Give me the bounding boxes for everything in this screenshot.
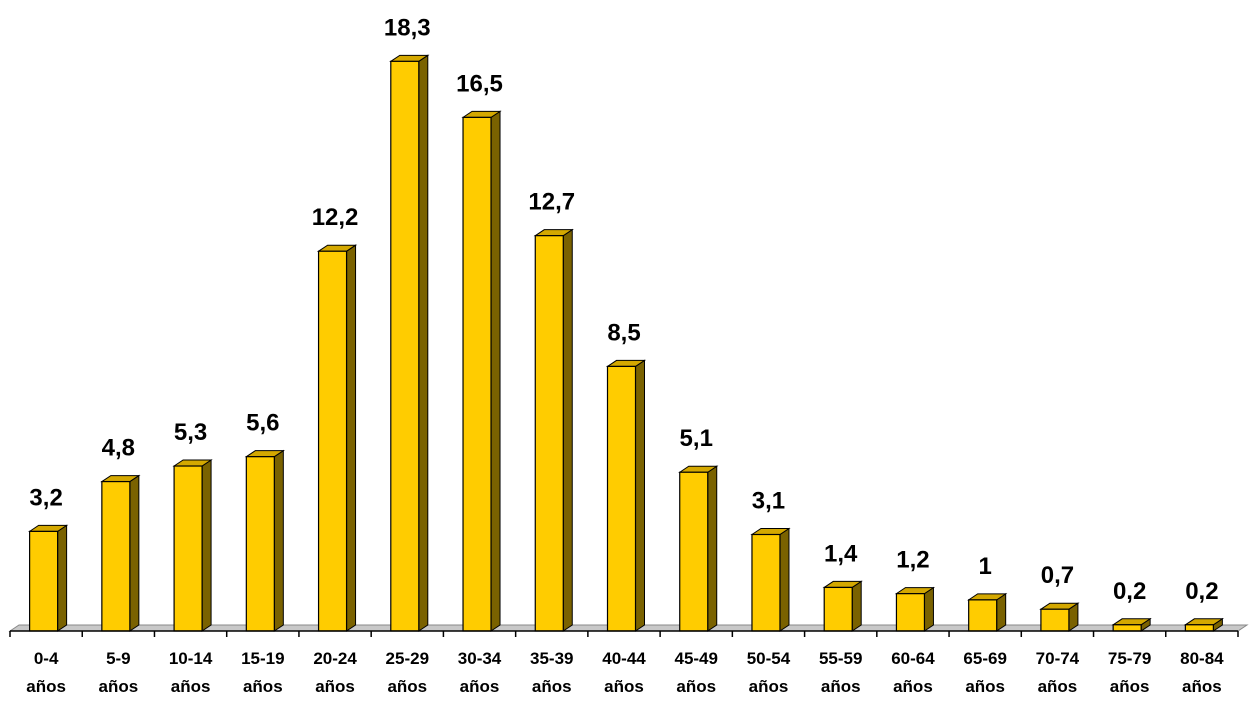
- x-tick-label: años: [749, 677, 789, 696]
- bar-front: [1040, 608, 1070, 632]
- x-tick-label: años: [387, 677, 427, 696]
- bar: [100, 474, 141, 632]
- bar: [894, 586, 936, 632]
- bar-side: [635, 359, 645, 632]
- x-tick-label: años: [243, 677, 283, 696]
- x-tick-label: 40-44: [602, 649, 646, 668]
- x-tick-label: 30-34: [458, 649, 502, 668]
- x-tick-label: 25-29: [386, 649, 429, 668]
- x-tick-label: años: [26, 677, 66, 696]
- bar: [605, 359, 647, 632]
- bar-side: [273, 449, 284, 632]
- data-label: 0,2: [1185, 578, 1218, 605]
- bar: [461, 110, 502, 632]
- x-tick-label: 5-9: [106, 649, 131, 668]
- data-label: 12,7: [528, 189, 575, 216]
- bar: [822, 580, 863, 632]
- data-label: 5,6: [246, 410, 279, 437]
- x-tick-label: años: [604, 677, 644, 696]
- x-tick-label: años: [965, 677, 1005, 696]
- data-label: 4,8: [102, 435, 135, 462]
- data-label: 1,4: [824, 540, 858, 567]
- x-tick-label: años: [821, 677, 861, 696]
- bar-side: [346, 244, 357, 632]
- bar: [389, 54, 430, 632]
- bar: [1111, 617, 1152, 632]
- x-tick-label: años: [676, 677, 716, 696]
- bar-side: [57, 524, 68, 632]
- bar-front: [317, 250, 348, 632]
- bar-side: [707, 465, 718, 632]
- x-tick-label: 35-39: [530, 649, 573, 668]
- x-tick-label: 50-54: [747, 649, 791, 668]
- bar-side: [418, 54, 429, 632]
- data-label: 0,2: [1113, 578, 1146, 605]
- bar: [678, 465, 719, 632]
- bar-front: [245, 456, 275, 632]
- x-tick-label: años: [1110, 677, 1150, 696]
- data-label: 8,5: [607, 319, 640, 346]
- x-tick-label: 55-59: [819, 649, 862, 668]
- bar-side: [490, 110, 501, 632]
- bar: [967, 592, 1008, 632]
- bar-side: [562, 228, 573, 632]
- x-tick-label: años: [460, 677, 500, 696]
- data-label: 3,1: [752, 488, 785, 515]
- bar-side: [923, 586, 934, 632]
- bar: [316, 244, 358, 632]
- x-tick-label: 80-84: [1180, 649, 1224, 668]
- data-label: 16,5: [456, 70, 503, 97]
- bar: [172, 459, 213, 632]
- x-tick-label: años: [532, 677, 572, 696]
- data-label: 3,2: [29, 484, 62, 511]
- bar-front: [462, 116, 492, 632]
- x-tick-label: 0-4: [34, 649, 59, 668]
- bar-side: [201, 459, 212, 632]
- bar-side: [129, 474, 140, 632]
- x-tick-label: años: [171, 677, 211, 696]
- data-label: 5,3: [174, 419, 207, 446]
- bar: [1039, 602, 1080, 632]
- bar: [1183, 617, 1225, 632]
- x-tick-label: años: [1038, 677, 1078, 696]
- bar: [533, 228, 574, 632]
- x-tick-label: años: [1182, 677, 1222, 696]
- bar-front: [895, 593, 926, 632]
- bar-front: [173, 465, 203, 632]
- data-label: 1: [978, 553, 991, 580]
- bar: [27, 524, 69, 632]
- bar-front: [823, 586, 853, 632]
- x-tick-label: 20-24: [313, 649, 357, 668]
- data-label: 0,7: [1041, 562, 1074, 589]
- data-label: 12,2: [312, 204, 359, 231]
- x-tick-label: 70-74: [1036, 649, 1080, 668]
- x-tick-label: 45-49: [674, 649, 717, 668]
- bar-front: [390, 60, 420, 632]
- bar-front: [606, 365, 637, 632]
- bar-front: [679, 471, 709, 632]
- bar-front: [1184, 624, 1214, 632]
- x-tick-label: años: [99, 677, 139, 696]
- data-label: 18,3: [384, 14, 431, 41]
- bar-front: [29, 530, 59, 632]
- bar-front: [968, 599, 998, 632]
- x-tick-label: años: [893, 677, 933, 696]
- x-tick-label: 65-69: [963, 649, 1006, 668]
- bar-side: [851, 580, 862, 632]
- bar: [750, 527, 791, 632]
- bar-front: [751, 533, 781, 632]
- bar-front: [101, 480, 131, 632]
- x-tick-label: 10-14: [169, 649, 213, 668]
- x-tick-label: 15-19: [241, 649, 284, 668]
- x-tick-label: 75-79: [1108, 649, 1151, 668]
- x-tick-label: años: [315, 677, 355, 696]
- data-label: 1,2: [896, 547, 929, 574]
- bar-front: [534, 235, 564, 632]
- bar-front: [1112, 624, 1142, 632]
- x-tick-label: 60-64: [891, 649, 935, 668]
- data-label: 5,1: [680, 425, 713, 452]
- bar: [244, 449, 285, 632]
- bar-side: [779, 527, 790, 632]
